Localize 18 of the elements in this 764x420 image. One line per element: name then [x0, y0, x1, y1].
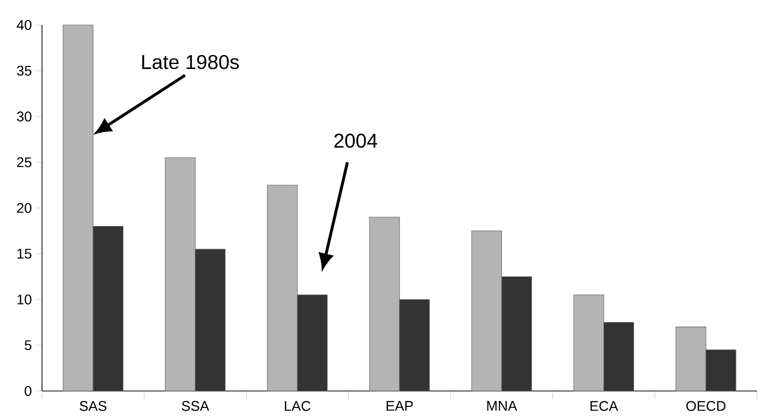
y-tick-label: 15: [17, 248, 32, 259]
y-tick-label: 25: [17, 157, 32, 168]
annotation: Late 1980s: [142, 54, 239, 70]
y-tick-label: 30: [16, 112, 32, 122]
y-tick-label: 35: [16, 66, 32, 76]
x-tick-label: SAS: [80, 401, 106, 411]
x-tick-label: MNA: [487, 401, 518, 411]
y-tick-label: 5: [24, 340, 32, 350]
y-tick-label: 40: [16, 20, 32, 30]
y-tick-label: 0: [24, 386, 32, 396]
x-tick-label: EAP: [386, 401, 413, 411]
x-tick-label: LAC: [284, 401, 310, 411]
y-tick-label: 20: [17, 203, 32, 213]
x-tick-label: SSA: [182, 401, 210, 411]
annotation: 2004: [334, 134, 378, 148]
x-tick-label: ECA: [590, 401, 618, 411]
x-tick-label: OECD: [686, 401, 726, 411]
y-tick-label: 10: [17, 294, 32, 304]
